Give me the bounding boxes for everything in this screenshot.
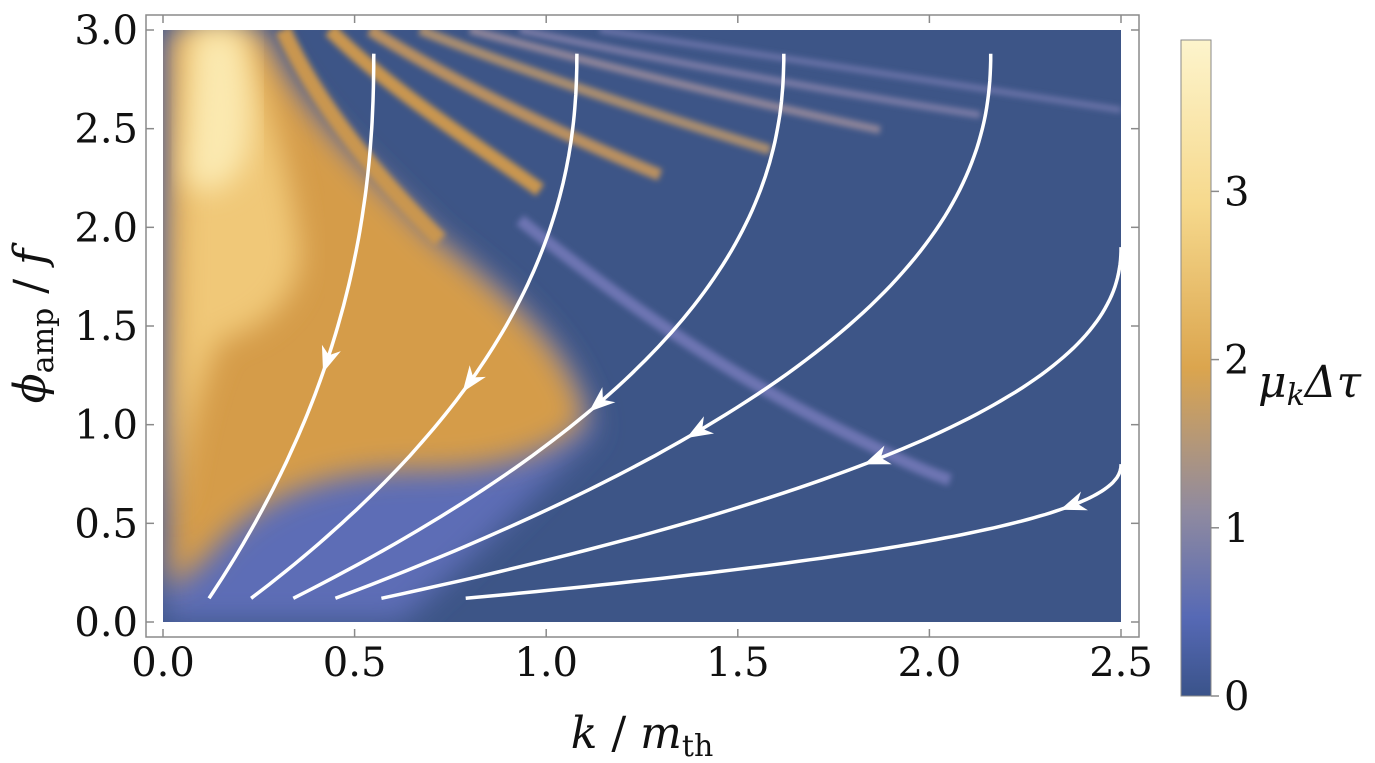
- y-tick-label: 2.0: [74, 205, 138, 251]
- y-tick-label: 1.5: [74, 304, 138, 350]
- flow-line: [250, 53, 579, 600]
- y-tick-label: 0.0: [74, 600, 138, 646]
- x-tick-label: 0.0: [131, 640, 195, 686]
- x-axis-label-denom: m: [640, 708, 682, 759]
- y-axis-label: ϕamp / f: [5, 242, 61, 403]
- y-tick-label: 1.0: [74, 403, 138, 449]
- colorbar-tick-label: 3: [1224, 169, 1249, 215]
- flow-arrowhead: [863, 445, 892, 465]
- x-tick-label: 1.0: [514, 640, 578, 686]
- x-axis-label: k / mth: [571, 708, 714, 763]
- instability-bands-upper: [275, 30, 1121, 486]
- colorbar-tick-label: 1: [1224, 506, 1249, 552]
- flow-arrowhead: [321, 344, 341, 373]
- x-axis-label-denom-sub: th: [682, 729, 713, 763]
- colorbar-label-main: μ: [1258, 357, 1287, 408]
- flow-arrowhead: [1060, 491, 1088, 511]
- colorbar-label-sub: k: [1287, 378, 1305, 413]
- flow-arrowhead: [589, 387, 616, 412]
- flow-lines: [207, 53, 1123, 601]
- colorbar-label: μkΔτ: [1258, 357, 1362, 413]
- x-tick-label: 1.5: [706, 640, 770, 686]
- flow-arrowhead: [462, 365, 486, 393]
- flow-line: [334, 53, 993, 600]
- y-axis-label-main: ϕ: [5, 373, 56, 403]
- y-axis-label-main-sub: amp: [26, 308, 61, 374]
- y-axis-ticks: 0.0 0.5 1.0 1.5 2.0 2.5 3.0: [74, 8, 1139, 646]
- colorbar-tick-label: 2: [1224, 338, 1249, 384]
- y-tick-label: 2.5: [74, 107, 138, 153]
- flow-arrowhead: [686, 416, 715, 438]
- colorbar: 0 1 2 3 μkΔτ: [1180, 39, 1362, 720]
- y-tick-label: 3.0: [74, 8, 138, 54]
- colorbar-tick-label: 0: [1224, 674, 1249, 720]
- x-axis-label-main: k: [571, 708, 598, 759]
- y-tick-label: 0.5: [74, 501, 138, 547]
- x-axis-ticks: 0.0 0.5 1.0 1.5 2.0 2.5: [131, 15, 1153, 686]
- colorbar-ticks: 0 1 2 3: [1211, 169, 1249, 720]
- flow-line: [292, 53, 786, 600]
- x-tick-label: 2.5: [1089, 640, 1153, 686]
- heatmap: [163, 30, 1121, 622]
- y-axis-label-sep: /: [5, 265, 56, 308]
- flow-line: [207, 53, 376, 600]
- instability-band-1: [163, 30, 595, 622]
- colorbar-label-rest: Δτ: [1303, 357, 1362, 408]
- x-tick-label: 2.0: [898, 640, 962, 686]
- x-tick-label: 0.5: [323, 640, 387, 686]
- flow-line: [465, 464, 1123, 601]
- y-axis-label-denom: f: [5, 242, 56, 268]
- flow-line: [381, 247, 1123, 601]
- x-axis-label-sep: /: [597, 708, 640, 759]
- colorbar-gradient: [1180, 39, 1212, 697]
